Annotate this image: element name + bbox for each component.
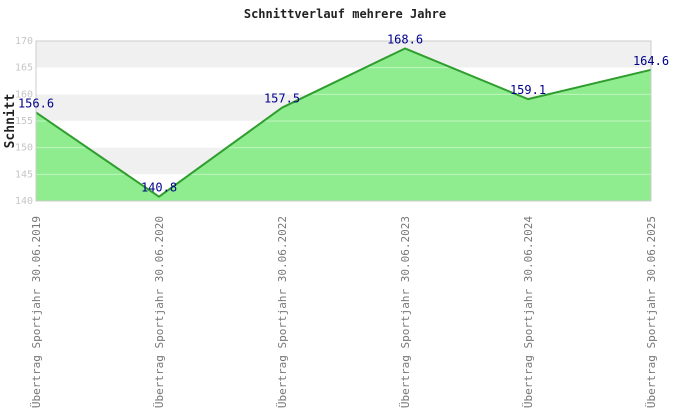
data-point-label: 159.1 [510, 83, 546, 97]
data-point-label: 140.8 [141, 181, 177, 195]
area-series [36, 48, 651, 201]
series-line [35, 47, 652, 198]
y-tick-label: 150 [15, 143, 33, 154]
value-labels: 156.6 140.8 157.5 168.6 159.1 164.6 [18, 32, 669, 194]
y-axis-title: Schnitt [3, 94, 18, 149]
line-series [35, 47, 652, 198]
chart-title: Schnittverlauf mehrere Jahre [244, 7, 446, 21]
data-point-label: 164.6 [633, 54, 669, 68]
y-tick-label: 160 [15, 89, 33, 100]
y-tick-label: 140 [15, 196, 33, 207]
plot-border-rect [35, 40, 652, 202]
y-tick-label: 170 [15, 36, 33, 47]
x-tick-label: Übertrag Sportjahr 30.06.2019 [30, 216, 43, 408]
area-fill [36, 48, 651, 201]
x-tick-label: Übertrag Sportjahr 30.06.2025 [645, 216, 658, 408]
x-tick-label: Übertrag Sportjahr 30.06.2020 [153, 216, 166, 408]
x-axis-tick-labels: Übertrag Sportjahr 30.06.2019 Übertrag Sp… [30, 216, 658, 408]
y-tick-label: 165 [15, 63, 33, 74]
band [36, 41, 651, 68]
y-tick-label: 155 [15, 116, 33, 127]
x-tick-label: Übertrag Sportjahr 30.06.2023 [399, 216, 412, 408]
data-point-label: 168.6 [387, 32, 423, 46]
y-axis-tick-labels: 140 145 150 155 160 165 170 [15, 36, 33, 207]
data-point-label: 156.6 [18, 96, 54, 110]
data-point-label: 157.5 [264, 92, 300, 106]
x-tick-label: Übertrag Sportjahr 30.06.2024 [522, 216, 535, 408]
x-tick-label: Übertrag Sportjahr 30.06.2022 [276, 216, 289, 408]
y-tick-label: 145 [15, 169, 33, 180]
plot-border [35, 40, 652, 202]
